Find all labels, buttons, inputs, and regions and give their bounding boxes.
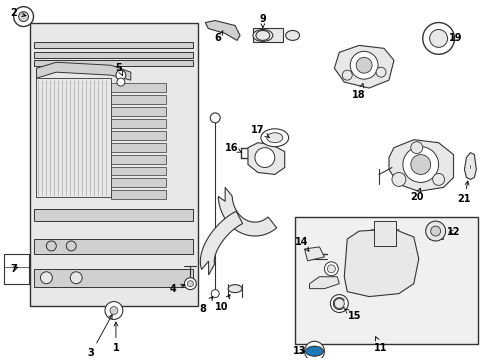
Bar — [373, 221, 395, 246]
Text: 6: 6 — [214, 31, 223, 44]
Bar — [35, 239, 193, 254]
Circle shape — [342, 70, 351, 80]
Text: 13: 13 — [292, 346, 306, 356]
Circle shape — [70, 272, 82, 284]
Text: 1: 1 — [112, 322, 119, 353]
Polygon shape — [37, 62, 131, 80]
Circle shape — [349, 51, 377, 79]
Text: 12: 12 — [446, 227, 459, 237]
Bar — [111, 83, 165, 92]
Circle shape — [330, 294, 347, 312]
Circle shape — [210, 113, 220, 123]
Polygon shape — [309, 277, 339, 289]
Circle shape — [19, 12, 28, 22]
Circle shape — [184, 278, 196, 290]
Polygon shape — [200, 211, 242, 275]
Circle shape — [375, 67, 385, 77]
Bar — [37, 78, 111, 197]
Text: 19: 19 — [448, 33, 461, 44]
Text: 7: 7 — [10, 264, 18, 274]
Ellipse shape — [261, 129, 288, 147]
Circle shape — [46, 241, 56, 251]
Circle shape — [355, 57, 371, 73]
Text: 17: 17 — [251, 125, 269, 138]
Polygon shape — [344, 229, 418, 297]
Circle shape — [327, 265, 335, 273]
Circle shape — [211, 290, 219, 298]
Bar — [111, 107, 165, 116]
Text: 21: 21 — [457, 181, 470, 204]
Circle shape — [422, 23, 453, 54]
Bar — [35, 269, 193, 287]
Ellipse shape — [227, 285, 242, 293]
Text: 5: 5 — [115, 63, 122, 76]
Text: 10: 10 — [215, 295, 229, 311]
Circle shape — [334, 298, 344, 309]
Text: 20: 20 — [409, 188, 423, 202]
Bar — [111, 154, 165, 163]
Bar — [29, 23, 198, 306]
Polygon shape — [464, 153, 475, 179]
Circle shape — [41, 272, 52, 284]
Circle shape — [66, 241, 76, 251]
Circle shape — [402, 147, 438, 183]
Polygon shape — [205, 21, 240, 40]
Ellipse shape — [255, 31, 269, 40]
Circle shape — [254, 148, 274, 167]
Circle shape — [324, 262, 338, 276]
Circle shape — [110, 306, 118, 315]
Ellipse shape — [305, 346, 323, 356]
Bar — [111, 179, 165, 187]
Bar — [35, 60, 193, 66]
Bar — [252, 28, 282, 42]
Polygon shape — [247, 143, 284, 175]
Bar — [428, 231, 442, 239]
Bar — [4, 254, 28, 284]
Text: 14: 14 — [294, 237, 308, 251]
Bar — [111, 131, 165, 140]
Text: 4: 4 — [169, 284, 184, 294]
Circle shape — [14, 6, 34, 27]
Ellipse shape — [252, 30, 272, 41]
Text: 16: 16 — [225, 143, 241, 153]
Polygon shape — [334, 45, 393, 88]
Circle shape — [304, 341, 324, 360]
Bar — [111, 95, 165, 104]
Circle shape — [309, 346, 319, 356]
Bar — [294, 217, 477, 344]
Bar — [35, 52, 193, 58]
Polygon shape — [388, 140, 452, 192]
Circle shape — [116, 70, 125, 80]
Bar — [35, 209, 193, 221]
Bar — [111, 143, 165, 152]
Bar — [111, 190, 165, 199]
Bar — [111, 119, 165, 128]
Circle shape — [187, 281, 193, 287]
Text: 18: 18 — [352, 84, 365, 100]
Text: 9: 9 — [259, 14, 265, 28]
Circle shape — [410, 142, 422, 154]
Polygon shape — [218, 187, 276, 236]
Text: 3: 3 — [87, 315, 112, 358]
Circle shape — [430, 226, 440, 236]
Bar — [35, 42, 193, 48]
Text: 2: 2 — [10, 8, 26, 18]
Ellipse shape — [285, 31, 299, 40]
Text: 15: 15 — [344, 309, 360, 321]
Circle shape — [432, 174, 444, 185]
Circle shape — [410, 154, 430, 175]
Circle shape — [425, 221, 445, 241]
Bar — [111, 167, 165, 175]
Circle shape — [391, 172, 405, 186]
Circle shape — [117, 78, 124, 86]
Circle shape — [429, 30, 447, 48]
Circle shape — [105, 302, 122, 319]
Text: 8: 8 — [200, 297, 212, 314]
Text: 11: 11 — [373, 337, 387, 353]
Polygon shape — [304, 247, 324, 261]
Ellipse shape — [266, 133, 282, 143]
